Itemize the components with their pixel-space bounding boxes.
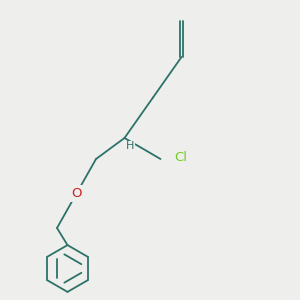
Text: H: H (126, 141, 134, 152)
Text: O: O (71, 187, 82, 200)
Text: Cl: Cl (174, 151, 187, 164)
